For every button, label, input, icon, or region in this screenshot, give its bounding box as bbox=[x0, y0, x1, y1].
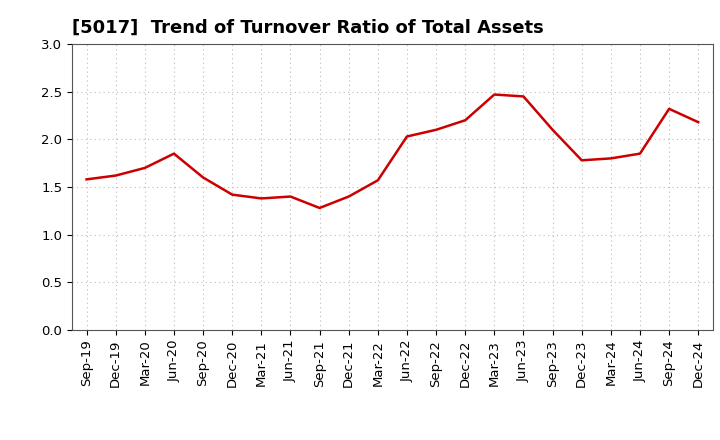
Text: [5017]  Trend of Turnover Ratio of Total Assets: [5017] Trend of Turnover Ratio of Total … bbox=[72, 19, 544, 37]
